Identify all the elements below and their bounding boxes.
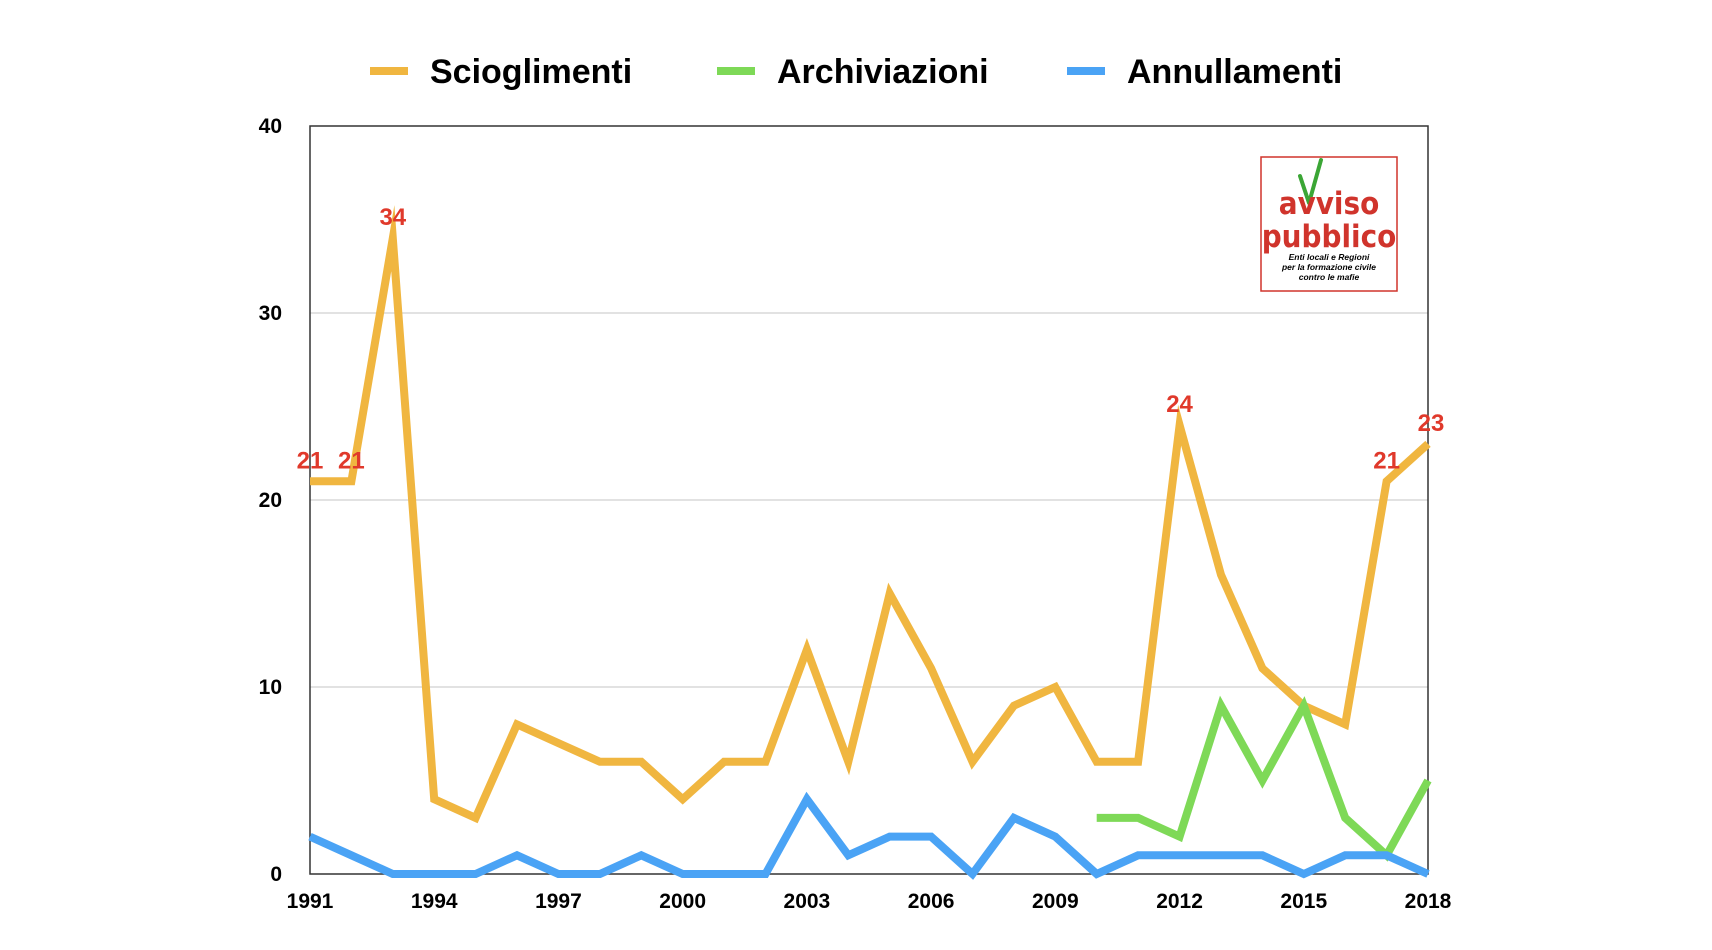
series-line-scioglimenti [310, 205, 1431, 824]
x-axis-ticks: 1991 1994 1997 2000 2003 2006 2009 2012 2015 2018 [287, 890, 1452, 913]
y-axis-ticks: 0 10 20 30 40 [259, 115, 282, 886]
data-label: 21 [297, 447, 324, 474]
logo-tagline-1: Enti locali e Regioni [1289, 252, 1370, 262]
data-label: 34 [379, 204, 406, 231]
x-tick-label: 2006 [908, 890, 955, 913]
avviso-pubblico-logo: avviso pubblico Enti locali e Regioni pe… [1260, 156, 1398, 292]
logo-tagline-3: contro le mafie [1299, 272, 1360, 282]
legend-label-archiviazioni: Archiviazioni [777, 53, 989, 91]
x-tick-label: 1991 [287, 890, 334, 913]
x-tick-label: 2009 [1032, 890, 1079, 913]
logo-line-2: pubblico [1262, 219, 1397, 255]
logo-tagline-2: per la formazione civile [1281, 262, 1376, 272]
plot-area-frame [309, 125, 1429, 875]
gridlines [310, 312, 1428, 688]
data-label: 21 [338, 447, 365, 474]
data-label: 24 [1166, 391, 1193, 418]
x-tick-label: 2012 [1156, 890, 1203, 913]
y-tick-label: 20 [259, 489, 282, 512]
x-tick-label: 2003 [784, 890, 831, 913]
y-tick-label: 30 [259, 302, 282, 325]
data-label: 21 [1373, 447, 1400, 474]
y-tick-label: 40 [259, 115, 282, 138]
series-lines [308, 205, 1432, 880]
x-tick-label: 1997 [535, 890, 582, 913]
y-tick-label: 10 [259, 676, 282, 699]
legend-label-scioglimenti: Scioglimenti [430, 53, 632, 91]
legend-label-annullamenti: Annullamenti [1127, 53, 1342, 91]
x-tick-label: 2018 [1405, 890, 1452, 913]
series-line-annullamenti [308, 791, 1430, 880]
data-labels: 21 21 34 24 21 23 [297, 204, 1445, 474]
x-tick-label: 2015 [1280, 890, 1327, 913]
checkmark-icon [1298, 158, 1323, 205]
x-tick-label: 1994 [411, 890, 458, 913]
logo-line-1: avviso [1279, 186, 1380, 222]
data-label: 23 [1418, 410, 1445, 437]
legend: Scioglimenti Archiviazioni Annullamenti [370, 53, 1342, 91]
x-tick-label: 2000 [659, 890, 706, 913]
logo-border [1260, 156, 1398, 292]
y-tick-label: 0 [270, 863, 282, 886]
